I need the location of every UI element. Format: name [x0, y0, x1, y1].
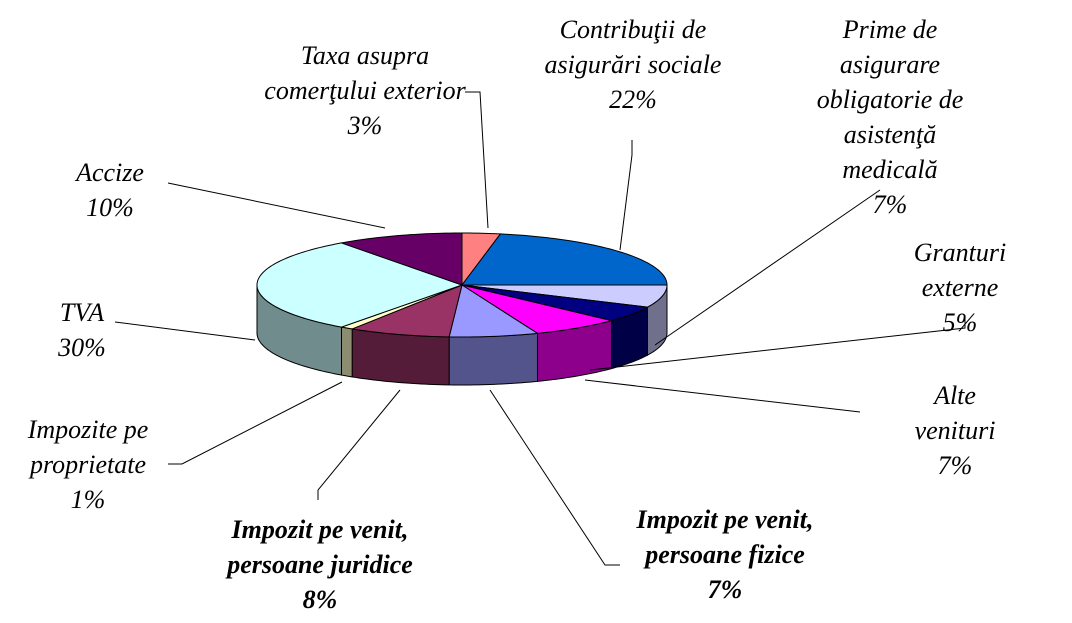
- category-name: Contribuţii de asigurări sociale: [544, 15, 722, 79]
- slice-top: [460, 233, 668, 286]
- slice-top: [461, 284, 650, 322]
- value-label: 5%: [942, 308, 978, 337]
- leader-line: [114, 321, 256, 341]
- slice-label: Impozit pe venit, persoane fizice 7%: [637, 502, 814, 607]
- slice-label: Granturi externe 5%: [904, 235, 1016, 340]
- slice-top: [256, 242, 464, 328]
- category-name: Granturi externe: [913, 238, 1007, 302]
- leader-line: [167, 182, 386, 229]
- leader-line: [168, 381, 343, 465]
- value-label: 3%: [347, 111, 383, 140]
- value-label: 7%: [707, 575, 743, 604]
- slice-top: [461, 284, 668, 308]
- leader-line: [654, 189, 881, 346]
- slice-top: [461, 284, 612, 334]
- category-name: Impozit pe venit, persoane fizice: [636, 505, 814, 569]
- category-name: Impozite pe proprietate: [27, 415, 149, 479]
- category-name: Taxa asupra comerţului exterior: [264, 41, 466, 105]
- leader-line: [584, 379, 861, 413]
- slice-top: [350, 284, 463, 338]
- slice-label: Alte venituri 7%: [897, 378, 1014, 483]
- value-label: 8%: [302, 585, 338, 614]
- slice-label: Impozit pe venit, persoane juridice 8%: [227, 512, 413, 617]
- slice-top: [448, 284, 539, 338]
- slice-side: [448, 332, 538, 386]
- category-name: Accize: [76, 158, 144, 187]
- slice-label: Taxa asupra comerţului exterior 3%: [264, 38, 465, 143]
- category-name: TVA: [59, 298, 105, 327]
- slice-side: [341, 326, 353, 378]
- slice-side: [351, 328, 450, 386]
- pie-slice: [339, 232, 463, 286]
- value-label: 1%: [70, 485, 106, 514]
- value-label: 10%: [86, 193, 134, 222]
- leader-line: [489, 389, 620, 566]
- value-label: 22%: [609, 85, 657, 114]
- slice-top: [339, 232, 463, 286]
- pie-slice: [350, 284, 463, 386]
- leader-line: [619, 140, 633, 251]
- value-label: 7%: [872, 190, 908, 219]
- pie-slice: [461, 284, 612, 382]
- pie-slice: [448, 284, 539, 386]
- value-label: 7%: [937, 451, 973, 480]
- slice-label: Prime de asigurare obligatorie de asiste…: [799, 12, 981, 222]
- slice-label: Accize 10%: [76, 155, 144, 225]
- slice-label: Impozite pe proprietate 1%: [28, 412, 149, 517]
- category-name: Impozit pe venit, persoane juridice: [227, 515, 413, 579]
- pie-slice: [461, 284, 650, 370]
- pie-slice: [256, 242, 464, 376]
- pie-slice: [461, 284, 668, 356]
- value-label: 30%: [58, 333, 106, 362]
- leader-line: [589, 318, 966, 371]
- pie-slice: [460, 233, 668, 286]
- slice-label: Contribuţii de asigurări sociale 22%: [545, 12, 722, 117]
- slice-label: TVA 30%: [58, 295, 106, 365]
- category-name: Prime de asigurare obligatorie de asiste…: [816, 15, 964, 184]
- leader-line: [465, 91, 489, 229]
- category-name: Alte venituri: [914, 381, 996, 445]
- leader-line: [317, 389, 401, 500]
